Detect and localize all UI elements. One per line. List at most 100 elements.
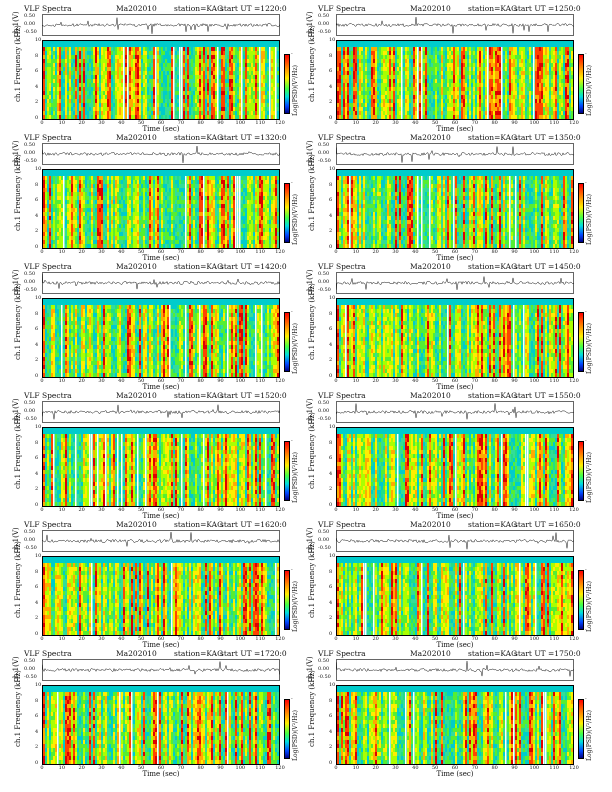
spectrogram-cell	[429, 119, 431, 120]
spectrogram-cell	[239, 87, 241, 91]
spectrogram-cell	[357, 83, 359, 87]
spectrogram-cell	[115, 47, 117, 51]
spectrogram-cell	[135, 184, 137, 188]
spectrogram-cell	[143, 67, 145, 71]
spectrogram-cell	[379, 119, 381, 120]
spectrogram-cell	[51, 188, 53, 192]
spectrogram-cell	[451, 111, 453, 115]
spectrogram-cell	[71, 232, 73, 236]
spectrogram-cell	[423, 91, 425, 95]
spectrogram-cell	[45, 176, 47, 180]
spectrogram-cell	[553, 51, 555, 55]
spectrogram-cell	[467, 71, 469, 75]
spectrogram-gap	[179, 47, 181, 119]
spectrogram-cell	[493, 67, 495, 71]
spectrogram-cell	[85, 204, 87, 208]
spectrogram-cell	[79, 224, 81, 228]
spectrogram-cell	[95, 204, 97, 208]
spectrogram-cell	[51, 107, 53, 111]
spectrogram-cell	[109, 51, 111, 55]
spectrogram-cell	[221, 103, 223, 107]
spectrogram-cell	[279, 71, 280, 75]
spectrogram-cell	[547, 83, 549, 87]
spectrogram-cell	[387, 63, 389, 67]
spectrogram-cell	[139, 91, 141, 95]
spectrogram-cell	[169, 71, 171, 75]
spectrogram-cell	[183, 47, 185, 51]
spectrogram-cell	[199, 75, 201, 79]
spectrogram-cell	[485, 59, 487, 63]
spectrogram-cell	[83, 47, 85, 51]
spectrogram-cell	[465, 99, 467, 103]
spectrogram-cell	[477, 51, 479, 55]
spectrogram-cell	[535, 79, 537, 83]
spectrogram-cell	[213, 87, 215, 91]
spectrogram-cell	[95, 79, 97, 83]
spectrogram-cell	[477, 111, 479, 115]
spectrogram-cell	[353, 51, 355, 55]
spectrogram-cell	[455, 59, 457, 63]
spectrogram-cell	[131, 63, 133, 67]
spectrogram-cell	[71, 188, 73, 192]
spectrogram-cell	[107, 220, 109, 224]
spectrogram-cell	[59, 103, 61, 107]
spectrogram-cell	[165, 79, 167, 83]
spectrogram-cell	[381, 95, 383, 99]
spectrogram-cell	[219, 59, 221, 63]
spectrogram-cell	[473, 107, 475, 111]
spectrogram-cell	[149, 95, 151, 99]
spectrogram-cell	[467, 115, 469, 119]
spectrogram-cell	[205, 47, 207, 51]
spectrogram-cell	[57, 212, 59, 216]
spectrogram-cell	[413, 63, 415, 67]
spectrogram-cell	[361, 95, 363, 99]
spectrogram-cell	[537, 67, 539, 71]
spectrogram-cell	[87, 107, 89, 111]
spectrogram-cell	[145, 87, 147, 91]
spectrogram-cell	[273, 87, 275, 91]
spectrogram-cell	[251, 55, 253, 59]
spectrogram-cell	[463, 99, 465, 103]
spectrogram-cell	[471, 71, 473, 75]
spectrogram-cell	[93, 75, 95, 79]
time-tick-label: 70	[178, 121, 184, 126]
spectrogram-cell	[469, 103, 471, 107]
spectrogram-cell	[339, 111, 341, 115]
spectrogram-cell	[431, 83, 433, 87]
spectrogram-cell	[383, 71, 385, 75]
spectrogram-cell	[97, 75, 99, 79]
spectrogram-cell	[499, 99, 501, 103]
spectrogram-cell	[99, 196, 101, 200]
spectrogram-cell	[571, 99, 573, 103]
spectrogram-cell	[243, 79, 245, 83]
spectrogram-cell	[95, 67, 97, 71]
spectrogram-cell	[419, 59, 421, 63]
spectrogram-cell	[61, 200, 63, 204]
spectrogram-svg	[337, 41, 573, 120]
spectrogram-cell	[251, 79, 253, 83]
spectrogram-cell	[413, 83, 415, 87]
spectrogram-gap	[155, 47, 157, 119]
spectrogram-cell	[207, 99, 209, 103]
spectrogram-cell	[349, 75, 351, 79]
spectrogram-cell	[117, 55, 119, 59]
spectrogram-cell	[49, 244, 51, 248]
spectrogram-cell	[431, 59, 433, 63]
spectrogram-cell	[559, 95, 561, 99]
spectrogram-cell	[537, 63, 539, 67]
spectrogram-cell	[57, 228, 59, 232]
spectrogram-cell	[81, 180, 83, 184]
spectrogram-cell	[409, 103, 411, 107]
spectrogram-cell	[499, 83, 501, 87]
spectrogram-cell	[505, 71, 507, 75]
spectrogram-cell	[137, 192, 139, 196]
spectrogram-cell	[513, 67, 515, 71]
spectrogram-cell	[565, 59, 567, 63]
spectrogram-cell	[431, 75, 433, 79]
spectrogram-cell	[57, 67, 59, 71]
spectrogram-cell	[493, 115, 495, 119]
spectrogram-cell	[379, 107, 381, 111]
time-tick-label: 110	[549, 121, 559, 126]
spectrogram-cell	[279, 67, 280, 71]
spectrogram-cell	[441, 91, 443, 95]
